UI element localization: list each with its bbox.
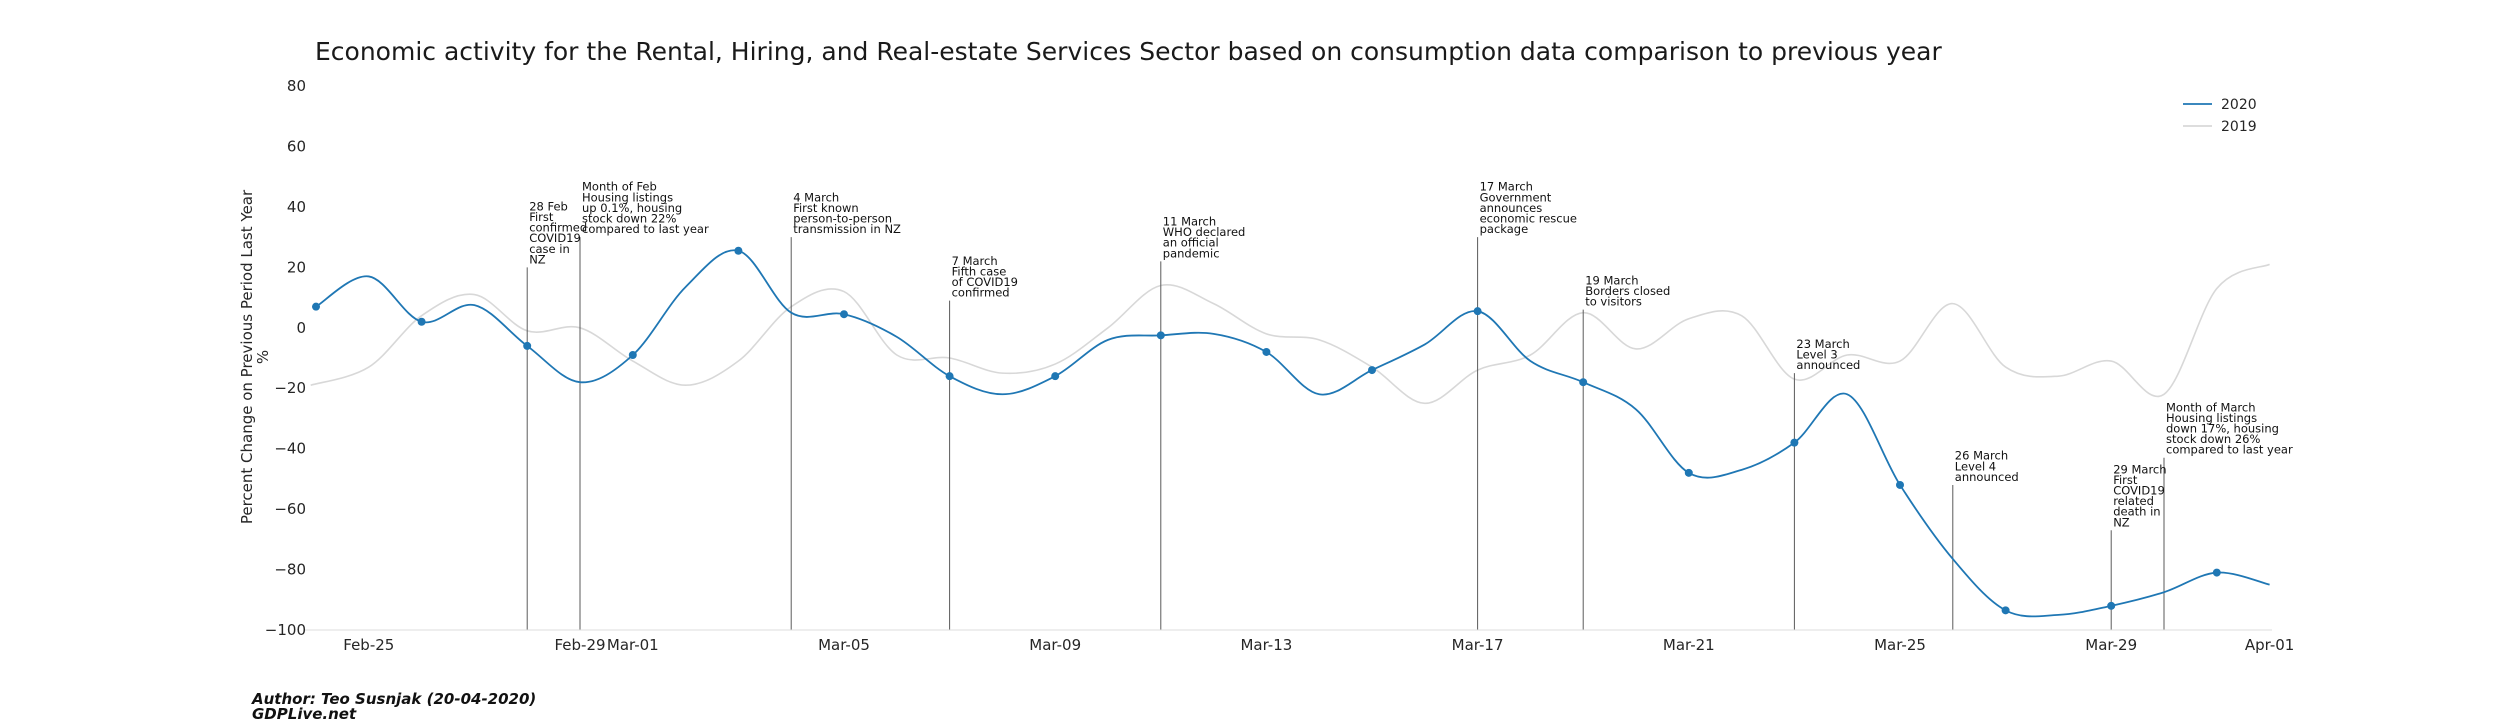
legend-label-2020: 2020 [2221,97,2257,113]
series-2019 [310,263,2270,405]
chart-title: Economic activity for the Rental, Hiring… [315,37,1942,66]
x-tick-label: Mar-17 [1452,636,1504,654]
series-2020-marker [1790,438,1799,447]
annotation-text-9: 26 March Level 4 announced [1955,449,2019,484]
annotation-text-2: Month of Feb Housing listings up 0.1%, hou… [582,180,709,236]
series-2020-marker [1156,331,1165,340]
series-2020-marker [945,372,954,381]
series-2019-line [310,263,2270,405]
y-tick-label: 20 [287,258,306,276]
legend: 2020 2019 [2183,97,2257,135]
y-tick-label: 0 [296,319,306,337]
series-2020-markers [312,246,2221,615]
y-axis-label: Percent Change on Previous Period Last Y… [238,189,272,524]
y-tick-label: −20 [274,379,306,397]
site-credit: GDPLive.net [252,705,357,723]
series-2020-marker [312,302,320,311]
annotation-text-8: 23 March Level 3 announced [1796,337,1860,372]
series-2020-marker [1051,372,1060,381]
y-tick-label: −60 [274,500,306,518]
annotation-text-3: 4 March First known person-to-person transm… [793,190,901,236]
y-tick-label: 60 [287,137,306,155]
series-2020-marker [1262,347,1271,356]
series-2020-marker [840,310,848,319]
x-tick-label: Mar-09 [1029,636,1081,654]
y-tick-label: −80 [274,561,306,579]
series-2020-marker [1896,480,1904,489]
y-axis-label-line1: Percent Change on Previous Period Last Y… [238,189,256,524]
x-tick-label: Feb-29 [554,636,605,654]
x-tick-label: Mar-13 [1240,636,1292,654]
x-tick-label: Feb-25 [343,636,394,654]
legend-label-2019: 2019 [2221,119,2257,135]
series-2020-line [315,249,2270,618]
y-tick-label: −100 [265,621,306,639]
x-tick-label: Mar-21 [1663,636,1715,654]
series-2020-marker [1579,378,1588,387]
y-axis-label-line2: % [254,350,272,364]
y-tick-label: −40 [274,440,306,458]
annotation-text-10: 29 March First COVID19 related death in NZ [2113,462,2166,529]
series-2020-marker [523,341,532,350]
series-2020-marker [628,350,637,359]
x-tick-label: Mar-29 [2085,636,2137,654]
annotation-text-6: 17 March Government announces economic resc… [1480,180,1577,236]
y-tick-label: 80 [287,77,306,95]
annotation-texts: 28 Feb First confirmed COVID19 case in NZMont… [529,180,2293,530]
annotation-lines [526,237,2165,630]
x-tick-label: Apr-01 [2245,636,2295,654]
series-2020-marker [1684,468,1693,477]
series-2020-marker [2107,601,2116,610]
annotation-text-1: 28 Feb First confirmed COVID19 case in NZ [529,199,587,266]
series-2020-marker [1473,307,1482,316]
y-tick-label: 40 [287,198,306,216]
annotation-text-4: 7 March Fifth case of COVID19 confirmed [952,254,1018,300]
author-credit: Author: Teo Susnjak (20-04-2020) [252,690,537,708]
x-tick-label: Mar-01 [607,636,659,654]
series-2020-marker [734,246,743,255]
series-2020-marker [417,317,426,326]
annotation-text-5: 11 March WHO declared an official pandemic [1163,215,1246,261]
series-2020 [315,249,2270,618]
x-tick-label: Mar-05 [818,636,870,654]
annotation-text-7: 19 March Borders closed to visitors [1585,274,1670,309]
series-2020-marker [2212,568,2221,577]
series-2020-marker [2001,606,2010,615]
annotation-text-11: Month of March Housing listings down 17%, … [2166,400,2293,456]
x-tick-label: Mar-25 [1874,636,1926,654]
series-2020-marker [1368,366,1376,375]
